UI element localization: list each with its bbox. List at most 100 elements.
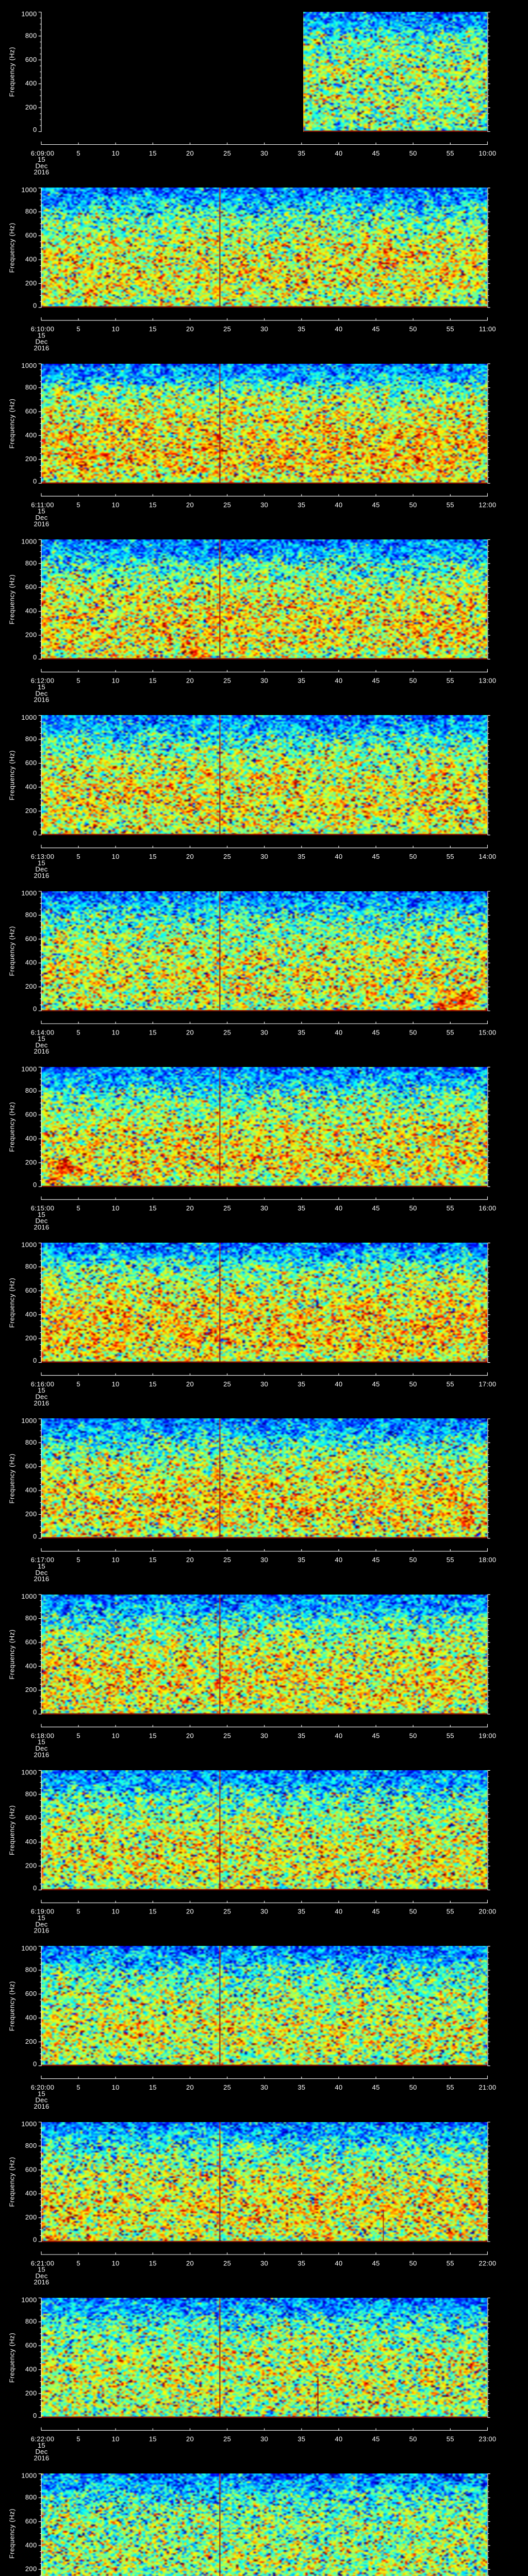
svg-text:2016: 2016 [34,696,49,704]
svg-text:2016: 2016 [34,168,49,176]
svg-text:1000: 1000 [21,186,37,194]
svg-text:6:09:00: 6:09:00 [31,149,54,157]
svg-text:Frequency (Hz): Frequency (Hz) [8,1629,16,1679]
svg-text:45: 45 [372,501,380,509]
svg-text:2016: 2016 [34,1927,49,1935]
svg-text:2016: 2016 [34,520,49,528]
svg-text:35: 35 [298,677,305,685]
svg-text:50: 50 [409,2435,417,2443]
svg-text:0: 0 [33,1181,37,1189]
svg-text:20: 20 [186,1205,194,1212]
svg-text:10: 10 [112,2083,120,2091]
svg-text:25: 25 [223,2259,231,2267]
svg-text:15: 15 [38,859,45,867]
svg-text:Frequency (Hz): Frequency (Hz) [8,223,16,273]
svg-text:45: 45 [372,1028,380,1036]
svg-text:10: 10 [112,149,120,157]
svg-text:2016: 2016 [34,1399,49,1407]
svg-text:15: 15 [38,1563,45,1570]
svg-text:30: 30 [260,2083,268,2091]
svg-text:12:00: 12:00 [478,501,496,509]
svg-text:200: 200 [25,631,37,639]
svg-text:Frequency (Hz): Frequency (Hz) [8,1981,16,2031]
svg-text:400: 400 [25,1310,37,1318]
svg-text:55: 55 [447,2083,454,2091]
svg-text:25: 25 [223,325,231,333]
svg-text:15: 15 [38,1914,45,1922]
svg-text:15: 15 [149,2083,157,2091]
svg-text:40: 40 [335,677,342,685]
svg-text:30: 30 [260,325,268,333]
svg-text:Dec: Dec [35,2272,47,2280]
svg-text:25: 25 [223,1908,231,1916]
svg-text:25: 25 [223,1028,231,1036]
svg-text:19:00: 19:00 [478,1732,496,1739]
svg-text:15: 15 [38,2266,45,2274]
svg-text:20: 20 [186,149,194,157]
svg-text:20: 20 [186,501,194,509]
svg-text:15: 15 [38,2442,45,2449]
svg-text:400: 400 [25,1486,37,1494]
svg-text:13:00: 13:00 [478,677,496,685]
svg-text:5: 5 [76,2435,80,2443]
svg-text:30: 30 [260,2259,268,2267]
svg-text:1000: 1000 [21,889,37,897]
svg-text:800: 800 [25,1790,37,1798]
svg-text:35: 35 [298,1028,305,1036]
svg-text:600: 600 [25,56,37,63]
svg-text:Dec: Dec [35,1920,47,1928]
svg-text:16:00: 16:00 [478,1205,496,1212]
svg-text:55: 55 [447,149,454,157]
svg-text:400: 400 [25,1134,37,1142]
svg-text:600: 600 [25,935,37,942]
svg-text:15: 15 [38,1211,45,1218]
svg-text:40: 40 [335,1908,342,1916]
svg-text:400: 400 [25,2541,37,2549]
svg-text:6:18:00: 6:18:00 [31,1732,54,1739]
svg-text:55: 55 [447,2259,454,2267]
svg-text:35: 35 [298,325,305,333]
svg-text:1000: 1000 [21,1592,37,1600]
svg-text:15: 15 [149,1205,157,1212]
svg-text:1000: 1000 [21,2120,37,2128]
svg-text:15: 15 [149,1732,157,1739]
svg-text:30: 30 [260,149,268,157]
svg-text:800: 800 [25,559,37,567]
svg-text:5: 5 [76,149,80,157]
svg-text:400: 400 [25,1662,37,1670]
svg-text:40: 40 [335,853,342,860]
svg-text:400: 400 [25,959,37,967]
svg-text:2016: 2016 [34,1224,49,1231]
svg-text:800: 800 [25,2142,37,2149]
svg-text:20: 20 [186,1908,194,1916]
svg-text:200: 200 [25,807,37,815]
svg-text:1000: 1000 [21,1944,37,1952]
svg-text:35: 35 [298,1556,305,1564]
svg-text:10: 10 [112,2259,120,2267]
svg-text:600: 600 [25,1462,37,1470]
svg-text:200: 200 [25,1158,37,1166]
svg-text:45: 45 [372,1380,380,1388]
svg-text:20: 20 [186,2083,194,2091]
svg-text:Dec: Dec [35,1393,47,1401]
svg-text:40: 40 [335,2435,342,2443]
svg-text:15: 15 [38,156,45,163]
svg-text:30: 30 [260,1908,268,1916]
svg-text:55: 55 [447,2435,454,2443]
svg-text:10: 10 [112,501,120,509]
svg-text:45: 45 [372,1908,380,1916]
svg-text:800: 800 [25,2494,37,2501]
svg-text:10: 10 [112,1908,120,1916]
svg-text:20: 20 [186,677,194,685]
svg-text:800: 800 [25,911,37,919]
svg-text:400: 400 [25,79,37,87]
svg-text:Dec: Dec [35,689,47,697]
svg-text:10: 10 [112,2435,120,2443]
svg-text:25: 25 [223,149,231,157]
svg-text:10:00: 10:00 [478,149,496,157]
svg-text:45: 45 [372,149,380,157]
svg-text:11:00: 11:00 [479,325,496,333]
svg-text:1000: 1000 [21,1241,37,1249]
svg-text:Frequency (Hz): Frequency (Hz) [8,1278,16,1328]
svg-text:22:00: 22:00 [478,2259,496,2267]
